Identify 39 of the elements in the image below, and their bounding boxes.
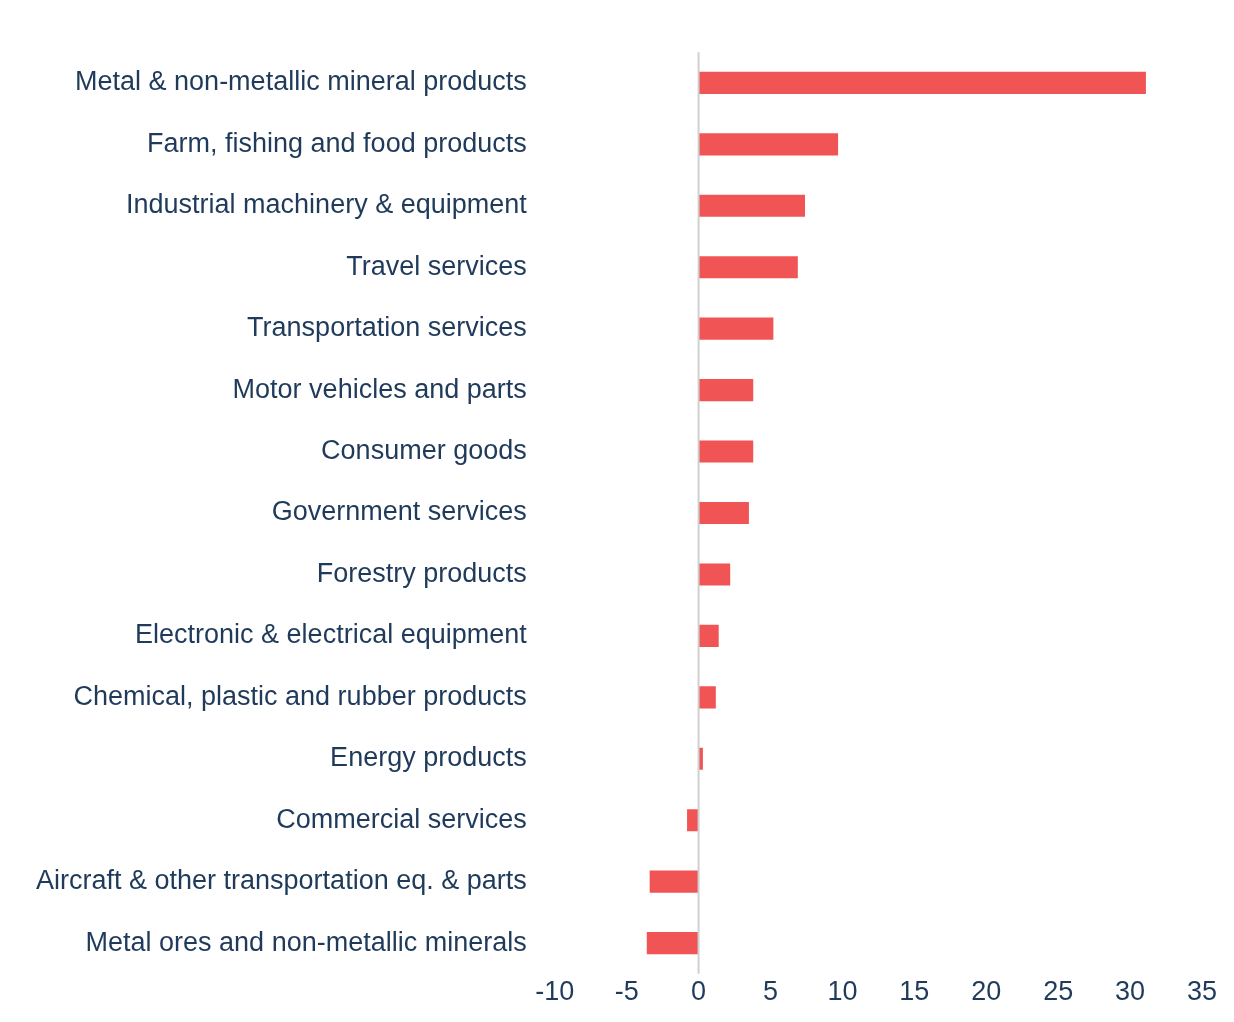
y-tick-label: Farm, fishing and food products	[147, 127, 527, 158]
y-tick-label: Chemical, plastic and rubber products	[73, 680, 527, 711]
bar	[698, 194, 806, 217]
y-tick-label: Industrial machinery & equipment	[126, 189, 528, 220]
bar	[698, 133, 839, 156]
y-tick-label: Energy products	[330, 742, 527, 773]
x-tick-label: 20	[971, 976, 1002, 1007]
bar	[646, 932, 699, 955]
bar	[698, 686, 716, 709]
x-tick-label: 10	[827, 976, 858, 1007]
bar	[698, 317, 774, 340]
x-tick-label: -10	[535, 976, 575, 1007]
y-tick-label: Commercial services	[276, 803, 527, 834]
y-tick-label: Forestry products	[316, 557, 527, 588]
y-tick-label: Electronic & electrical equipment	[135, 619, 528, 650]
bar	[698, 379, 754, 402]
y-tick-label: Motor vehicles and parts	[232, 373, 527, 404]
x-tick-label: 15	[899, 976, 930, 1007]
y-tick-label: Travel services	[346, 250, 527, 281]
bar	[698, 440, 754, 463]
bar	[698, 256, 798, 279]
y-tick-label: Metal ores and non-metallic minerals	[85, 926, 527, 957]
bar	[698, 501, 749, 525]
y-tick-label: Transportation services	[247, 312, 527, 343]
y-tick-label: Metal & non-metallic mineral products	[75, 66, 527, 97]
x-tick-label: 25	[1043, 976, 1074, 1007]
bar	[698, 563, 731, 586]
y-tick-label: Aircraft & other transportation eq. & parts	[36, 865, 527, 896]
x-tick-label: 5	[762, 976, 778, 1007]
y-tick-label: Consumer goods	[321, 435, 527, 466]
x-tick-label: 30	[1115, 976, 1146, 1007]
bar	[698, 624, 719, 647]
bar	[649, 870, 699, 893]
x-tick-label: -5	[614, 976, 639, 1007]
y-tick-label: Government services	[271, 496, 527, 527]
bar	[687, 809, 699, 832]
x-tick-label: 0	[691, 976, 707, 1007]
bar	[698, 71, 1146, 94]
x-tick-label: 35	[1186, 976, 1218, 1007]
